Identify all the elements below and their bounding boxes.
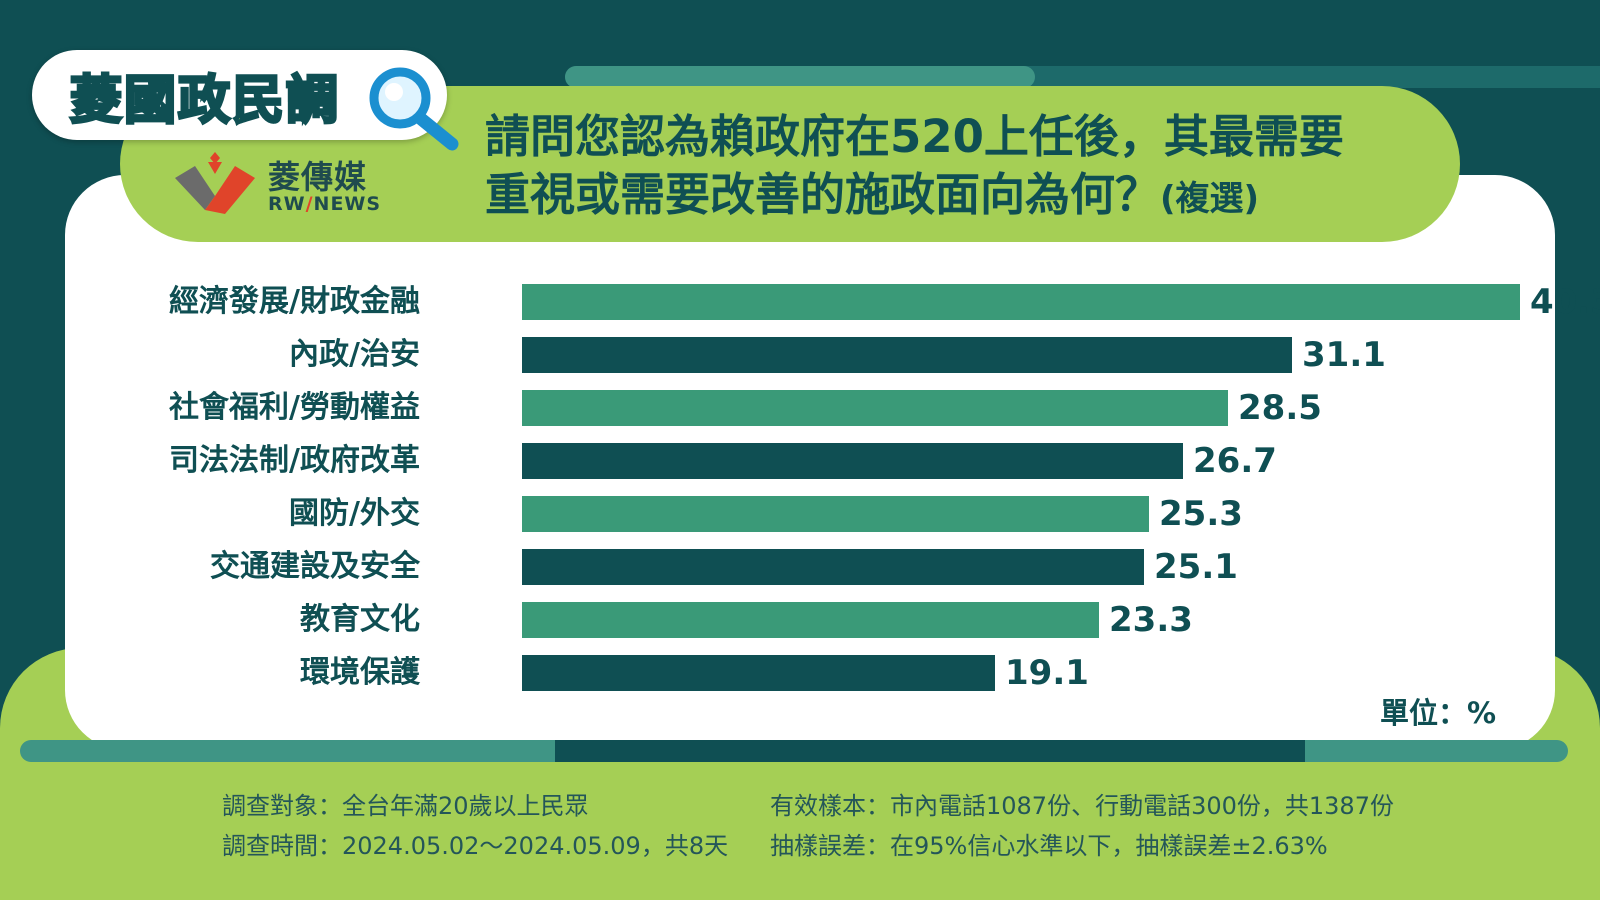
media-name-news: NEWS bbox=[313, 193, 382, 215]
bar-value-label: 40.3 bbox=[1530, 282, 1600, 322]
media-name-cn: 菱傳媒 bbox=[268, 158, 368, 196]
chart-title: 請問您認為賴政府在520上任後，其最需要 重視或需要改善的施政面向為何？(複選) bbox=[485, 108, 1415, 228]
category-label: 經濟發展/財政金融 bbox=[169, 284, 420, 319]
magnifier-icon bbox=[369, 67, 459, 151]
bar bbox=[522, 602, 1099, 638]
bar-value-label: 19.1 bbox=[1005, 653, 1089, 693]
survey-target: 調查對象：全台年滿20歲以上民眾 bbox=[222, 792, 589, 820]
bar-value-label: 28.5 bbox=[1238, 388, 1322, 428]
survey-error: 抽樣誤差：在95%信心水準以下，抽樣誤差±2.63% bbox=[770, 832, 1328, 860]
bar-value-label: 25.3 bbox=[1159, 494, 1243, 534]
bar bbox=[522, 496, 1149, 532]
category-label: 國防/外交 bbox=[289, 496, 420, 531]
bar-value-label: 25.1 bbox=[1154, 547, 1238, 587]
bar bbox=[522, 655, 995, 691]
poll-name-logo: 菱國政民調 bbox=[68, 70, 341, 133]
media-name-rw: RW bbox=[268, 193, 306, 215]
category-label: 交通建設及安全 bbox=[210, 549, 420, 584]
bar-chart: 經濟發展/財政金融 40.3 內政/治安 31.1 社會福利/勞動權益 28.5 司法法制/… bbox=[110, 280, 1600, 710]
media-name-en: RW/NEWS bbox=[268, 193, 381, 215]
media-name-slash-mark: / bbox=[305, 193, 314, 215]
bar-value-label: 31.1 bbox=[1302, 335, 1386, 375]
rw-news-logo-icon bbox=[175, 152, 255, 214]
title-line-2-suffix: (複選) bbox=[1160, 179, 1260, 219]
bar bbox=[522, 337, 1292, 373]
bar bbox=[522, 549, 1144, 585]
category-label: 社會福利/勞動權益 bbox=[169, 390, 420, 425]
bottom-decorative-strip-dark bbox=[555, 740, 1305, 762]
unit-label: 單位：% bbox=[1380, 696, 1497, 730]
bar bbox=[522, 390, 1228, 426]
title-line-2-main: 重視或需要改善的施政面向為何？ bbox=[485, 168, 1161, 221]
bar bbox=[522, 284, 1520, 320]
bar-value-label: 26.7 bbox=[1193, 441, 1277, 481]
bar-value-label: 23.3 bbox=[1109, 600, 1193, 640]
category-label: 教育文化 bbox=[300, 602, 420, 637]
category-label: 內政/治安 bbox=[289, 337, 420, 372]
category-label: 司法法制/政府改革 bbox=[169, 443, 420, 478]
title-line-2: 重視或需要改善的施政面向為何？(複選) bbox=[485, 166, 1415, 228]
survey-sample: 有效樣本：市內電話1087份、行動電話300份，共1387份 bbox=[770, 792, 1394, 820]
category-label: 環境保護 bbox=[300, 655, 420, 690]
top-decorative-strip-highlight bbox=[565, 66, 1035, 88]
bar bbox=[522, 443, 1183, 479]
survey-period: 調查時間：2024.05.02～2024.05.09，共8天 bbox=[222, 832, 729, 860]
title-line-1: 請問您認為賴政府在520上任後，其最需要 bbox=[485, 110, 1344, 163]
